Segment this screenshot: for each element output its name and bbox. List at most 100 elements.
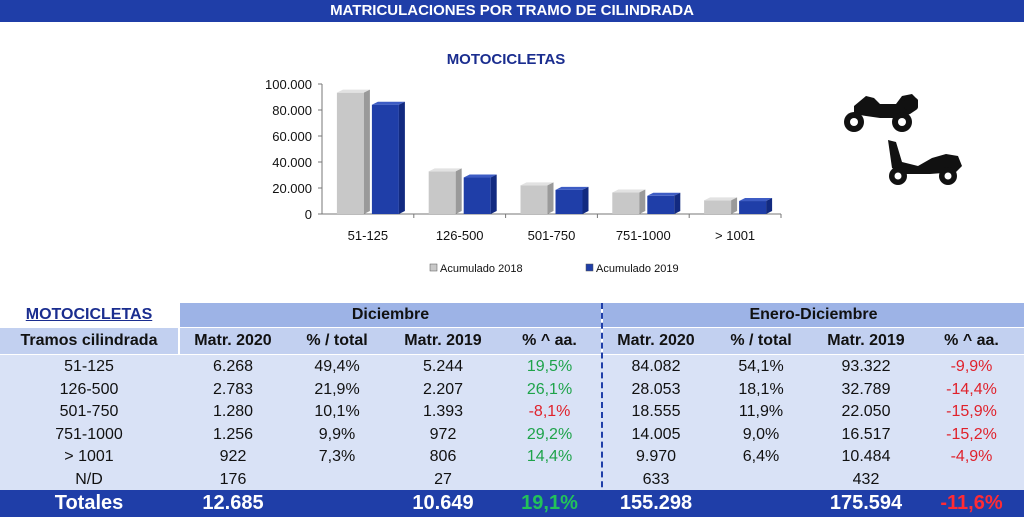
row-label: N/D bbox=[75, 470, 103, 488]
x-tick-label: > 1001 bbox=[715, 228, 755, 243]
table-cell: 10.484 bbox=[841, 448, 891, 465]
totals-cell: 19,1% bbox=[521, 492, 578, 514]
registrations-table: MOTOCICLETAS Diciembre Enero-Diciembre T… bbox=[0, 300, 1024, 517]
totals-cell bbox=[709, 490, 813, 517]
table-cell bbox=[498, 468, 601, 491]
table-cell: 18.555 bbox=[631, 403, 681, 420]
totals-cell: 175.594 bbox=[829, 492, 903, 514]
table-cell: -8,1% bbox=[528, 403, 571, 420]
table-cell: 93.322 bbox=[841, 358, 891, 375]
bar-2019-2 bbox=[555, 189, 583, 214]
table-cell: 19,5% bbox=[526, 358, 573, 375]
col-header: % ^ aa. bbox=[919, 328, 1024, 354]
table-cell: 2.207 bbox=[422, 380, 464, 398]
table-body-background bbox=[0, 355, 1024, 490]
bar-top-face bbox=[463, 174, 497, 178]
table-rows: 51-125 6.268 49,4% 5.244 19,5% 84.082 54,1% 93.… bbox=[0, 355, 1024, 490]
bar-chart: MOTOCICLETAS 100.000 80.000 60.000 40.000 20.… bbox=[265, 51, 782, 275]
table-cell: 6,4% bbox=[742, 448, 780, 465]
bar-top-face bbox=[704, 197, 738, 201]
bar-2018-1 bbox=[428, 171, 456, 214]
table-cell: 26,1% bbox=[526, 380, 573, 398]
table-cell: 32.789 bbox=[841, 380, 891, 398]
totals-cell: 10.649 bbox=[412, 492, 474, 514]
table-cell: 54,1% bbox=[738, 358, 784, 375]
y-tick-label: 0 bbox=[305, 207, 312, 222]
group-header-enero-diciembre: Enero-Diciembre bbox=[603, 303, 1024, 327]
table-cell: 9,9% bbox=[318, 425, 356, 443]
table-cell: -9,9% bbox=[950, 358, 993, 375]
table-cell: 2.783 bbox=[212, 380, 254, 398]
x-tick-label: 501-750 bbox=[528, 228, 576, 243]
table-cell: 11,9% bbox=[738, 403, 784, 420]
bar-2019-0 bbox=[371, 104, 399, 214]
row-label: 126-500 bbox=[59, 380, 119, 398]
table-cell: 84.082 bbox=[631, 358, 681, 375]
table-cell: 1.280 bbox=[212, 403, 254, 420]
table-cell: 22.050 bbox=[841, 403, 891, 420]
legend-label-2018: Acumulado 2018 bbox=[440, 263, 523, 275]
col-header: Matr. 2020 bbox=[180, 328, 286, 354]
touring-motorcycle-icon bbox=[844, 94, 918, 132]
row-label: > 1001 bbox=[64, 448, 114, 465]
col-header: % / total bbox=[709, 328, 813, 354]
bar-side-face bbox=[363, 89, 370, 214]
col-header: % / total bbox=[286, 328, 388, 354]
table-cell bbox=[286, 468, 388, 491]
bar-2019-3 bbox=[647, 195, 675, 214]
table-cell: 27 bbox=[434, 470, 452, 488]
table-cell: 6.268 bbox=[212, 358, 254, 375]
y-tick-label: 80.000 bbox=[272, 103, 312, 118]
bar-2018-3 bbox=[612, 192, 640, 214]
col-header: % ^ aa. bbox=[498, 328, 601, 354]
legend-swatch-2019 bbox=[585, 263, 594, 272]
bar-top-face bbox=[520, 182, 554, 186]
bar-2018-2 bbox=[520, 185, 548, 214]
y-tick-label: 60.000 bbox=[272, 129, 312, 144]
table-cell: 922 bbox=[219, 448, 247, 465]
bar-top-face bbox=[555, 186, 589, 190]
table-cell: 10,1% bbox=[314, 403, 360, 420]
legend-label-2019: Acumulado 2019 bbox=[596, 263, 679, 275]
scooter-icon bbox=[888, 140, 962, 185]
table-cell: 29,2% bbox=[526, 425, 573, 443]
table-cell: 432 bbox=[852, 470, 880, 488]
bar-side-face bbox=[547, 182, 554, 214]
table-cell: 806 bbox=[429, 448, 457, 465]
table-cell: -15,9% bbox=[946, 403, 997, 420]
bar-top-face bbox=[336, 89, 370, 93]
table-cell bbox=[919, 468, 1024, 491]
x-tick-label: 51-125 bbox=[348, 228, 388, 243]
bar-side-face bbox=[582, 186, 589, 214]
group-separator bbox=[601, 303, 603, 517]
chart-title: MOTOCICLETAS bbox=[447, 51, 566, 68]
table-cell: -14,4% bbox=[946, 380, 997, 398]
table-cell: -4,9% bbox=[950, 448, 993, 465]
bar-side-face bbox=[490, 174, 497, 214]
table-cell: 28.053 bbox=[631, 380, 681, 398]
bar-top-face bbox=[428, 168, 462, 172]
table-cell: 21,9% bbox=[314, 380, 360, 398]
bar-side-face bbox=[639, 189, 646, 214]
table-cell: 5.244 bbox=[422, 358, 464, 375]
bar-2018-4 bbox=[704, 200, 732, 214]
bar-top-face bbox=[739, 198, 773, 202]
table-cell: 49,4% bbox=[314, 358, 360, 375]
table-cell: 9,0% bbox=[742, 425, 780, 443]
x-tick-label: 126-500 bbox=[436, 228, 484, 243]
y-tick-label: 100.000 bbox=[265, 77, 312, 92]
bar-2019-1 bbox=[463, 177, 491, 214]
bar-top-face bbox=[371, 101, 405, 105]
bar-side-face bbox=[766, 198, 773, 214]
col-header: Matr. 2019 bbox=[813, 328, 919, 354]
totals-cell: -11,6% bbox=[940, 492, 1003, 514]
table-cell: 633 bbox=[642, 470, 670, 488]
bar-side-face bbox=[455, 168, 462, 214]
legend-swatch-2018 bbox=[429, 263, 438, 272]
table-cell: 9.970 bbox=[635, 448, 677, 465]
bar-side-face bbox=[398, 101, 405, 214]
totals-label: Totales bbox=[54, 492, 124, 514]
col-header: Matr. 2019 bbox=[388, 328, 498, 354]
table-cell: 16.517 bbox=[841, 425, 891, 443]
bar-top-face bbox=[612, 189, 646, 193]
